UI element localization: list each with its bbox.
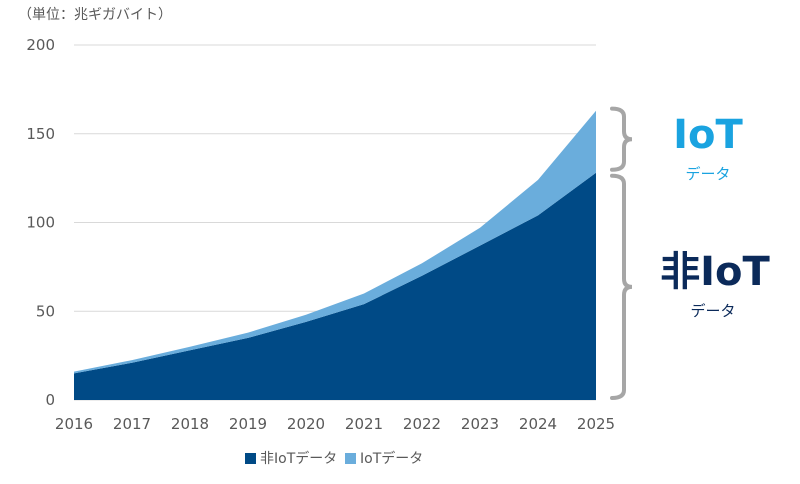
legend-label-iot: IoTデータ bbox=[360, 450, 423, 467]
legend-label-non-iot: 非IoTデータ bbox=[260, 450, 337, 467]
x-tick-label: 2016 bbox=[55, 415, 93, 433]
x-tick-label: 2020 bbox=[287, 415, 325, 433]
x-tick-label: 2022 bbox=[403, 415, 441, 433]
annotation-iot-subtitle: データ bbox=[685, 165, 730, 183]
x-tick-label: 2024 bbox=[519, 415, 557, 433]
annotation-non-iot-title: 非IoT bbox=[660, 249, 770, 295]
x-tick-label: 2025 bbox=[577, 415, 615, 433]
y-tick-label: 50 bbox=[36, 302, 55, 320]
x-tick-label: 2023 bbox=[461, 415, 499, 433]
annotation-non-iot: 非IoT データ bbox=[660, 249, 770, 320]
unit-label: （単位：兆ギガバイト） bbox=[18, 7, 172, 23]
y-tick-label: 0 bbox=[45, 391, 55, 409]
annotation-iot: IoT データ bbox=[673, 112, 743, 183]
y-tick-label: 100 bbox=[26, 214, 55, 232]
annotation-brackets bbox=[610, 106, 633, 400]
bracket-non-iot bbox=[610, 173, 633, 400]
x-tick-label: 2017 bbox=[113, 415, 151, 433]
annotation-non-iot-subtitle: データ bbox=[690, 302, 735, 320]
y-axis-ticks: 0 50 100 150 200 bbox=[26, 36, 55, 409]
legend-swatch-non-iot bbox=[245, 453, 256, 464]
legend: 非IoTデータ IoTデータ bbox=[245, 450, 423, 467]
y-tick-label: 150 bbox=[26, 125, 55, 143]
x-tick-label: 2018 bbox=[171, 415, 209, 433]
x-axis-ticks: 2016 2017 2018 2019 2020 2021 2022 2023 2024 2025 bbox=[55, 415, 615, 433]
area-series bbox=[74, 110, 596, 400]
area-series-0 bbox=[74, 172, 596, 400]
bracket-iot bbox=[610, 106, 633, 172]
x-tick-label: 2021 bbox=[345, 415, 383, 433]
x-tick-label: 2019 bbox=[229, 415, 267, 433]
annotation-iot-title: IoT bbox=[673, 112, 743, 158]
y-tick-label: 200 bbox=[26, 36, 55, 54]
legend-swatch-iot bbox=[345, 453, 356, 464]
